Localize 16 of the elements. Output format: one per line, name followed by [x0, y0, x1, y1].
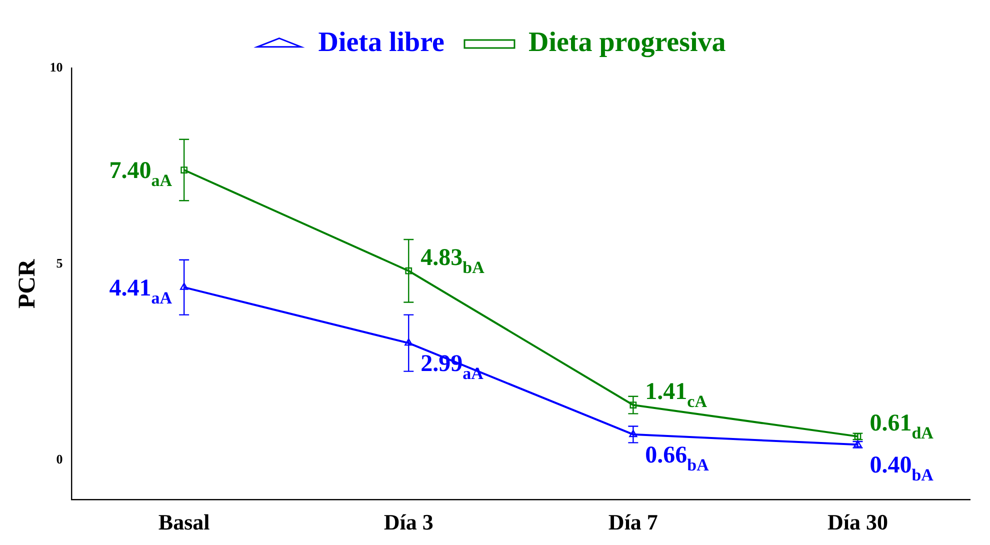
point — [180, 166, 188, 174]
legend-label: Dieta libre — [318, 27, 444, 58]
legend-label: Dieta progresiva — [528, 27, 726, 58]
y-tick-label: 10 — [50, 59, 63, 74]
point — [180, 282, 188, 290]
x-tick-label: Basal — [158, 509, 210, 534]
x-tick-label: Día 30 — [827, 509, 888, 534]
point — [404, 338, 413, 346]
point — [629, 430, 638, 438]
point — [630, 402, 637, 408]
y-tick-label: 0 — [56, 452, 63, 467]
y-tick-label: 5 — [56, 256, 64, 271]
x-tick-label: Día 3 — [384, 509, 434, 534]
point — [405, 267, 412, 274]
y-axis-title: PCR — [14, 258, 41, 308]
x-tick-label: Día 7 — [608, 509, 658, 534]
